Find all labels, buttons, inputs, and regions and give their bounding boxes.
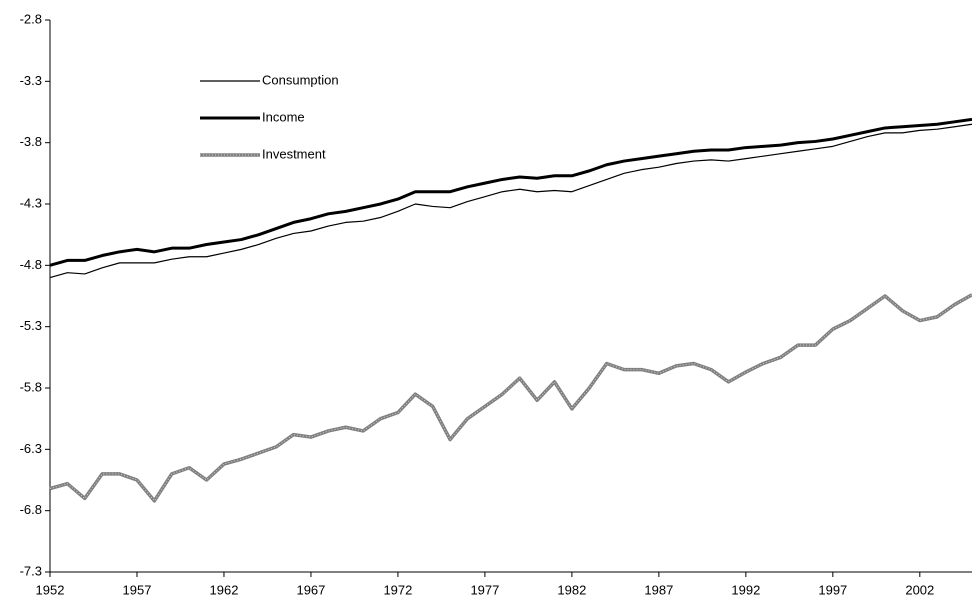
x-tick-label: 1957 bbox=[123, 582, 152, 597]
legend-label: Consumption bbox=[262, 72, 339, 87]
x-tick-label: 1997 bbox=[818, 582, 847, 597]
x-tick-label: 1992 bbox=[731, 582, 760, 597]
legend-label: Investment bbox=[262, 146, 326, 161]
y-tick-label: -2.8 bbox=[20, 11, 42, 26]
y-tick-label: -3.3 bbox=[20, 73, 42, 88]
series-line bbox=[49, 123, 972, 279]
y-tick-label: -5.3 bbox=[20, 318, 42, 333]
y-tick-label: -7.3 bbox=[20, 563, 42, 578]
y-tick-label: -3.8 bbox=[20, 134, 42, 149]
x-tick-label: 2002 bbox=[905, 582, 934, 597]
y-tick-label: -4.8 bbox=[20, 257, 42, 272]
series-line bbox=[49, 293, 972, 503]
series-line-pattern bbox=[49, 294, 972, 502]
y-tick-label: -6.3 bbox=[20, 441, 42, 456]
x-tick-label: 1967 bbox=[296, 582, 325, 597]
x-tick-label: 1982 bbox=[557, 582, 586, 597]
x-tick-label: 1977 bbox=[470, 582, 499, 597]
series-line bbox=[49, 117, 972, 267]
x-tick-label: 1962 bbox=[210, 582, 239, 597]
x-tick-label: 1987 bbox=[644, 582, 673, 597]
y-tick-label: -4.3 bbox=[20, 195, 42, 210]
y-tick-label: -5.8 bbox=[20, 379, 42, 394]
x-tick-label: 1972 bbox=[383, 582, 412, 597]
legend-label: Income bbox=[262, 109, 305, 124]
y-tick-label: -6.8 bbox=[20, 502, 42, 517]
x-tick-label: 1952 bbox=[36, 582, 65, 597]
